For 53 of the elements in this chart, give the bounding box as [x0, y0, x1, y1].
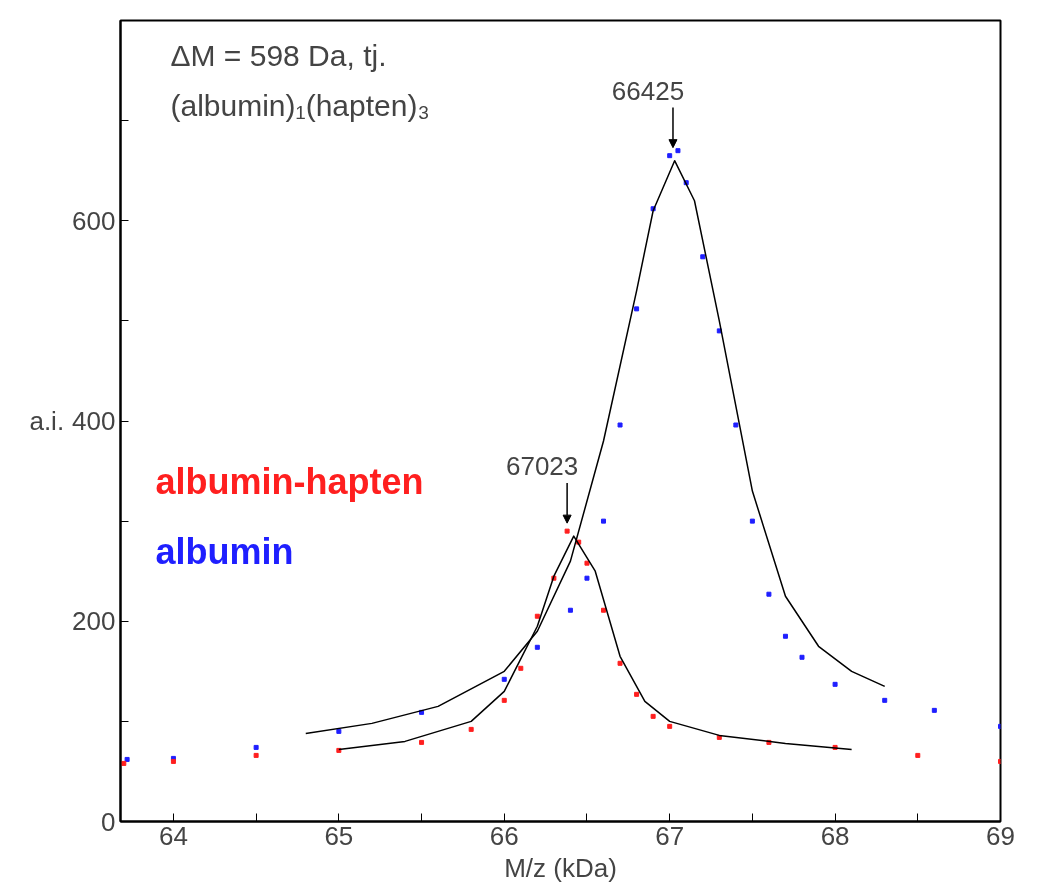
annotation: (albumin)₁(hapten)₃	[170, 88, 430, 122]
point	[882, 697, 888, 703]
x-axis-title: M/z (kDa)	[504, 852, 617, 883]
point	[617, 422, 623, 428]
point	[617, 660, 623, 666]
y-tick-label: 0	[101, 806, 116, 837]
text: albumin-hapten	[155, 460, 424, 502]
x-tick-label: 66	[489, 820, 519, 851]
point	[733, 422, 739, 428]
x-tick-label: 64	[158, 820, 188, 851]
point	[253, 752, 259, 758]
point	[749, 518, 755, 524]
point	[501, 697, 507, 703]
y-tick-label: 400	[72, 406, 116, 436]
point	[564, 528, 570, 534]
point	[667, 723, 673, 729]
point	[601, 607, 607, 613]
text: albumin	[155, 530, 294, 572]
point	[799, 654, 805, 660]
point	[667, 153, 673, 159]
point	[584, 575, 590, 581]
point	[534, 613, 540, 619]
point	[931, 707, 937, 713]
point	[336, 728, 342, 734]
point	[601, 518, 607, 524]
annotation: 66425	[611, 75, 685, 106]
point	[634, 691, 640, 697]
annotation: 67023	[505, 451, 579, 482]
point	[518, 665, 524, 671]
x-tick-label: 68	[820, 820, 850, 851]
point	[534, 644, 540, 650]
point	[253, 744, 259, 750]
point	[419, 739, 425, 745]
point	[468, 726, 474, 732]
y-tick-label: 200	[72, 606, 116, 637]
point	[584, 560, 590, 566]
point	[782, 633, 788, 639]
point	[915, 752, 921, 758]
point	[501, 676, 507, 682]
point	[634, 306, 640, 312]
x-tick-label: 67	[655, 820, 685, 851]
x-tick-label: 65	[324, 820, 354, 851]
x-tick-label: 69	[986, 820, 1015, 851]
y-tick-label: 600	[72, 205, 116, 236]
point	[700, 254, 706, 260]
point	[650, 713, 656, 719]
point	[832, 681, 838, 687]
y-axis-title: a.i.	[29, 406, 65, 436]
point	[124, 756, 130, 762]
point	[567, 607, 573, 613]
point	[675, 148, 681, 154]
annotation: ΔM = 598 Da, tj.	[170, 38, 387, 72]
point	[766, 591, 772, 597]
